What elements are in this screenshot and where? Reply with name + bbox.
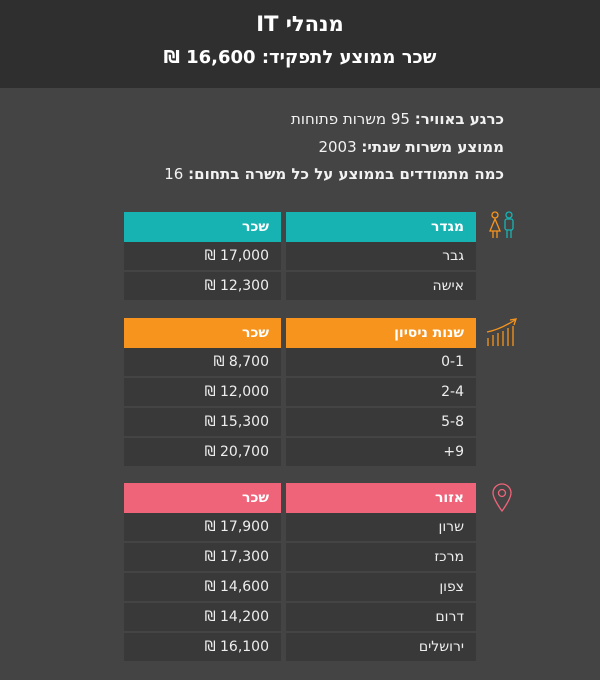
table-row: 0-1 8,700 ₪ [124,348,476,378]
info-value: 95 משרות פתוחות [291,110,415,128]
map-pin-icon [492,483,512,513]
salary-cell: 17,900 ₪ [124,513,281,541]
column-header-salary: שכר [124,483,281,513]
page-title: מנהלי IT [256,12,344,36]
gender-icon [489,211,514,238]
page-header: מנהלי IT שכר ממוצע לתפקיד: 16,600 ₪ [0,0,600,88]
column-header-region: אזור [286,483,476,513]
salary-cell: 17,300 ₪ [124,543,281,571]
table-row: 2-4 12,000 ₪ [124,378,476,408]
info-label: כמה מתמודדים בממוצע על כל משרה בתחום: [188,165,504,183]
salary-cell: 12,300 ₪ [124,272,281,300]
column-header-salary: שכר [124,212,281,242]
table-row: 5-8 15,300 ₪ [124,408,476,438]
experience-salary-table: שנות ניסיון שכר 0-1 8,700 ₪ 2-4 12,000 ₪… [124,318,476,468]
table-row: ירושלים 16,100 ₪ [124,633,476,663]
salary-cell: 8,700 ₪ [124,348,281,376]
category-cell: ירושלים [286,633,476,661]
category-cell: מרכז [286,543,476,571]
salary-cell: 12,000 ₪ [124,378,281,406]
salary-cell: 17,000 ₪ [124,242,281,270]
trending-up-chart-icon [486,318,517,346]
column-header-experience: שנות ניסיון [286,318,476,348]
salary-cell: 15,300 ₪ [124,408,281,436]
table-row: דרום 14,200 ₪ [124,603,476,633]
salary-cell: 20,700 ₪ [124,438,281,466]
table-row: שרון 17,900 ₪ [124,513,476,543]
table-header-row: אזור שכר [124,483,476,513]
category-cell: אישה [286,272,476,300]
category-cell: 5-8 [286,408,476,436]
table-row: 9+ 20,700 ₪ [124,438,476,468]
category-cell: דרום [286,603,476,631]
category-cell: שרון [286,513,476,541]
region-salary-table: אזור שכר שרון 17,900 ₪ מרכז 17,300 ₪ צפו… [124,483,476,663]
table-row: אישה 12,300 ₪ [124,272,476,302]
column-header-gender: מגדר [286,212,476,242]
category-cell: צפון [286,573,476,601]
info-value: 2003 [318,138,362,156]
gender-salary-table: מגדר שכר גבר 17,000 ₪ אישה 12,300 ₪ [124,212,476,302]
table-row: מרכז 17,300 ₪ [124,543,476,573]
column-header-salary: שכר [124,318,281,348]
table-header-row: מגדר שכר [124,212,476,242]
category-cell: 0-1 [286,348,476,376]
category-cell: 9+ [286,438,476,466]
salary-cell: 14,200 ₪ [124,603,281,631]
salary-cell: 16,100 ₪ [124,633,281,661]
salary-cell: 14,600 ₪ [124,573,281,601]
table-row: גבר 17,000 ₪ [124,242,476,272]
info-value: 16 [164,165,189,183]
info-label: כרגע באוויר: [414,110,504,128]
table-row: צפון 14,600 ₪ [124,573,476,603]
table-header-row: שנות ניסיון שכר [124,318,476,348]
candidates-per-position-info: כמה מתמודדים בממוצע על כל משרה בתחום: 16 [164,165,504,183]
category-cell: גבר [286,242,476,270]
average-salary-subtitle: שכר ממוצע לתפקיד: 16,600 ₪ [163,47,437,68]
category-cell: 2-4 [286,378,476,406]
yearly-positions-info: ממוצע משרות שנתי: 2003 [318,138,504,156]
info-label: ממוצע משרות שנתי: [361,138,504,156]
open-positions-info: כרגע באוויר: 95 משרות פתוחות [291,110,504,128]
